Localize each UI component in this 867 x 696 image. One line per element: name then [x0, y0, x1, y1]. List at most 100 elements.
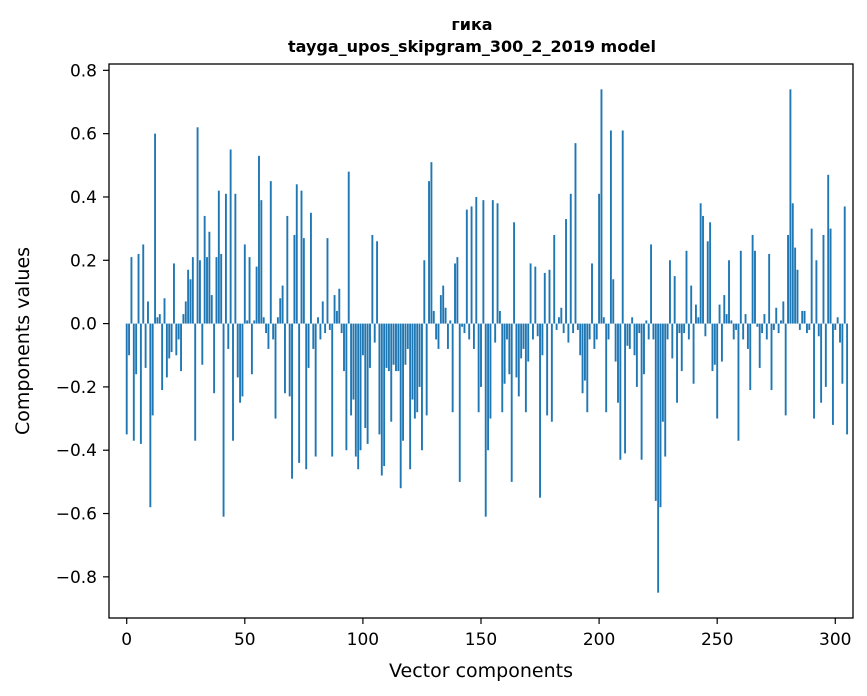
- bar: [650, 244, 652, 324]
- y-tick-label: 0.2: [70, 251, 97, 271]
- bar: [794, 247, 797, 324]
- bar: [796, 269, 799, 324]
- bar: [834, 323, 837, 330]
- bar: [234, 193, 237, 324]
- bar: [772, 323, 775, 330]
- bar: [425, 323, 428, 416]
- bar: [463, 323, 466, 334]
- bar: [647, 323, 650, 340]
- bar: [442, 285, 445, 324]
- bar: [666, 323, 669, 340]
- bar: [418, 323, 421, 387]
- bar: [645, 320, 648, 324]
- bar: [496, 203, 499, 324]
- bar: [560, 307, 563, 324]
- bar: [135, 323, 138, 375]
- bar: [813, 323, 815, 419]
- bar: [437, 323, 440, 349]
- bar: [517, 323, 520, 397]
- bar: [638, 323, 641, 334]
- bar: [723, 295, 726, 324]
- bar: [274, 323, 277, 419]
- bar: [782, 301, 785, 324]
- bar: [787, 234, 789, 324]
- bar: [402, 323, 404, 441]
- bar: [609, 130, 612, 324]
- bar: [754, 250, 756, 324]
- bar: [224, 193, 227, 324]
- bar: [250, 323, 253, 375]
- bar: [673, 276, 676, 324]
- bar: [831, 323, 834, 425]
- bar: [248, 257, 251, 324]
- bar: [177, 323, 180, 340]
- bar: [770, 323, 773, 391]
- bar: [702, 215, 704, 324]
- bar: [756, 323, 759, 327]
- bar: [836, 317, 839, 324]
- bar: [739, 250, 742, 324]
- bar: [328, 323, 331, 330]
- bar: [728, 260, 730, 324]
- bar: [720, 323, 723, 362]
- bar: [338, 288, 341, 324]
- bar: [749, 323, 752, 391]
- bar: [510, 323, 513, 482]
- bar: [284, 323, 286, 394]
- bar: [350, 323, 353, 416]
- bar: [520, 323, 523, 359]
- bar: [246, 320, 249, 324]
- bar: [387, 323, 390, 372]
- bar: [298, 323, 301, 463]
- bar: [286, 215, 289, 324]
- bar: [626, 323, 629, 346]
- bar: [324, 323, 327, 334]
- bar: [513, 222, 516, 324]
- bar: [635, 323, 638, 387]
- bar: [331, 323, 334, 457]
- bar: [305, 323, 308, 470]
- bar: [539, 323, 541, 498]
- bar: [137, 253, 140, 324]
- bar: [472, 323, 475, 349]
- bar: [421, 323, 423, 451]
- bar: [378, 323, 381, 435]
- bar: [829, 228, 832, 324]
- bar: [366, 323, 369, 444]
- bar: [265, 323, 268, 334]
- bar: [742, 323, 745, 340]
- bar: [548, 269, 551, 324]
- bar: [458, 323, 461, 482]
- bar: [132, 323, 135, 441]
- x-axis-label: Vector components: [389, 660, 573, 682]
- bar: [543, 272, 546, 324]
- bar: [392, 323, 395, 365]
- bar: [801, 310, 804, 324]
- bar: [791, 203, 794, 324]
- bar: [732, 323, 735, 340]
- bar: [817, 323, 820, 337]
- bar: [151, 323, 154, 416]
- bar: [607, 323, 610, 340]
- bar: [827, 174, 830, 324]
- bar: [669, 260, 671, 324]
- bar: [574, 143, 577, 324]
- bar: [142, 244, 145, 324]
- bar: [310, 212, 312, 324]
- bar: [475, 196, 478, 324]
- bar: [780, 320, 782, 324]
- bar: [390, 323, 393, 422]
- bar: [690, 285, 693, 324]
- bar: [465, 209, 468, 324]
- bar: [562, 323, 565, 334]
- bar: [600, 89, 603, 324]
- bar: [661, 323, 664, 422]
- bar: [182, 314, 185, 324]
- bar: [312, 323, 315, 349]
- bar: [704, 323, 707, 337]
- y-tick-label: −0.8: [56, 568, 97, 588]
- bar: [477, 323, 480, 413]
- bar: [593, 323, 596, 349]
- bar: [203, 215, 206, 324]
- bar: [291, 323, 293, 479]
